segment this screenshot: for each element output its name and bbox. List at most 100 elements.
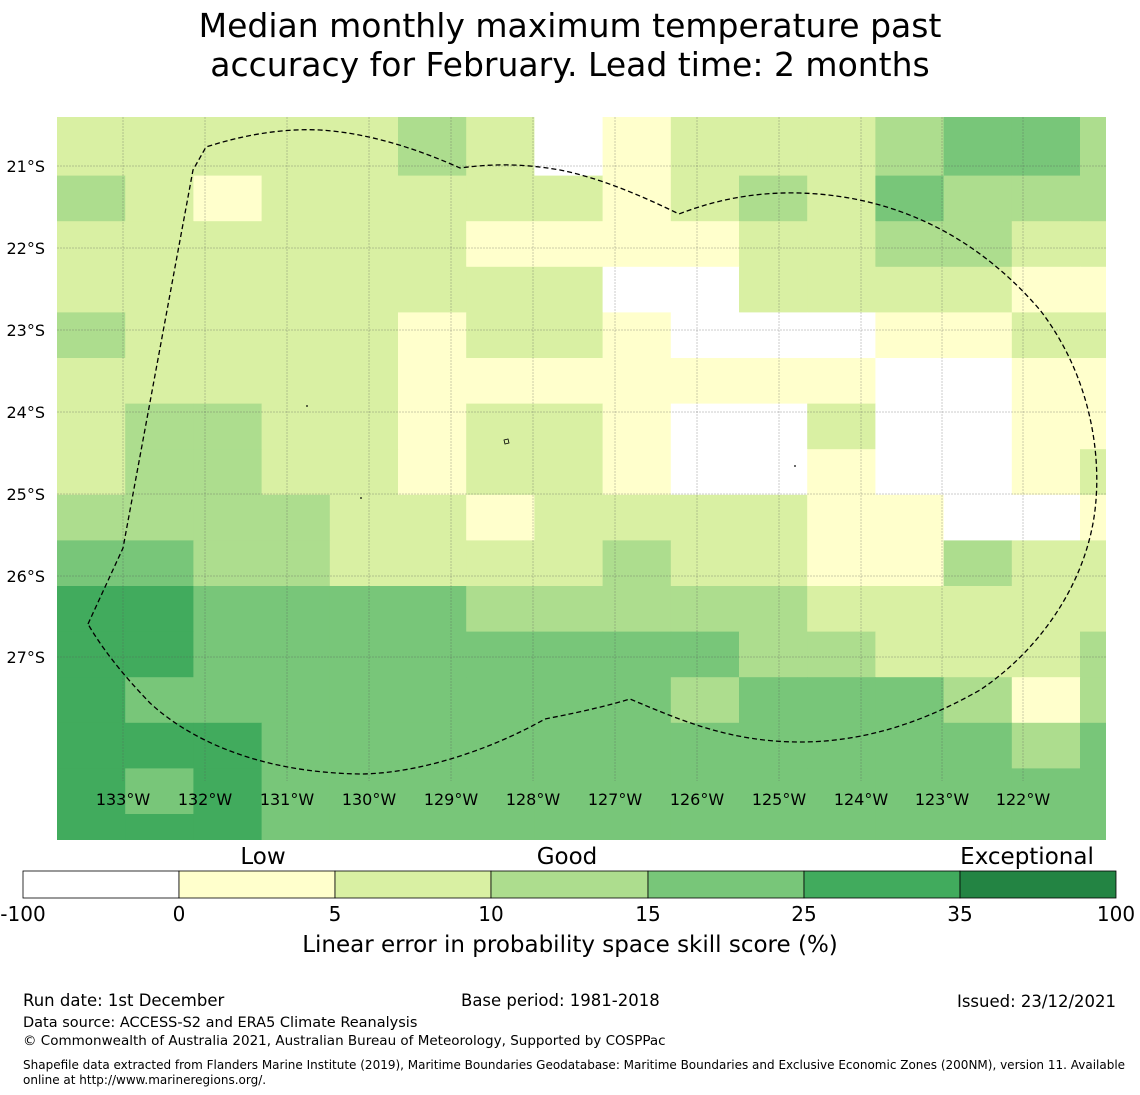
map-cell xyxy=(329,221,399,268)
map-cell xyxy=(398,175,467,222)
map-cell xyxy=(739,586,808,633)
map-cell xyxy=(57,449,126,496)
map-cell xyxy=(875,494,945,541)
latitude-label: 22°S xyxy=(6,239,45,258)
map-cell xyxy=(57,494,126,541)
map-cell xyxy=(739,403,808,450)
map-cell xyxy=(1080,586,1106,633)
map-cell xyxy=(125,540,194,587)
colorbar-swatch xyxy=(647,870,805,899)
map-cell xyxy=(807,130,876,177)
colorbar-label-low: Low xyxy=(240,844,286,870)
map-cell xyxy=(602,130,672,177)
colorbar-title: Linear error in probability space skill … xyxy=(302,932,838,958)
map-cell xyxy=(329,403,399,450)
map-cell xyxy=(670,130,740,177)
map-cell xyxy=(329,130,399,177)
map-cell xyxy=(261,403,331,450)
map-cell xyxy=(1080,130,1106,177)
map-cell xyxy=(125,814,194,840)
map-cell xyxy=(602,117,672,131)
map-cell xyxy=(670,722,740,769)
map-cell xyxy=(466,449,535,496)
map-cell xyxy=(329,117,399,131)
map-cell xyxy=(670,358,740,405)
map-cell xyxy=(602,494,672,541)
map-cell xyxy=(943,722,1013,769)
map-cell xyxy=(943,586,1013,633)
map-cell xyxy=(602,312,672,359)
map-cell xyxy=(57,814,126,840)
map-cell xyxy=(125,358,194,405)
map-cell xyxy=(534,221,604,268)
longitude-label: 132°W xyxy=(178,790,233,809)
map-cell xyxy=(329,814,399,840)
map-cell xyxy=(57,586,126,633)
copyright: © Commonwealth of Australia 2021, Austra… xyxy=(23,1033,666,1049)
map-cell xyxy=(193,117,263,131)
colorbar-swatch xyxy=(178,870,336,899)
map-cell xyxy=(807,221,876,268)
map-cell xyxy=(398,494,467,541)
map-cell xyxy=(57,677,126,724)
map-cell xyxy=(943,221,1013,268)
map-cell xyxy=(943,266,1013,313)
map-cell xyxy=(807,117,876,131)
map-cell xyxy=(739,266,808,313)
map-cell xyxy=(943,130,1013,177)
map-cell xyxy=(398,722,467,769)
map-cell xyxy=(602,814,672,840)
map-cell xyxy=(807,540,876,587)
chart-title: Median monthly maximum temperature past … xyxy=(0,6,1140,84)
map-cell xyxy=(1080,631,1106,678)
map-cell xyxy=(125,631,194,678)
map-cell xyxy=(739,768,808,815)
map-cell xyxy=(534,768,604,815)
map-cell xyxy=(329,312,399,359)
map-cell xyxy=(875,586,945,633)
colorbar-tick-label: 15 xyxy=(635,902,661,926)
map-cell xyxy=(261,117,331,131)
map-cell xyxy=(125,494,194,541)
map-cell xyxy=(57,403,126,450)
map-cell xyxy=(534,494,604,541)
map-cell xyxy=(875,358,945,405)
map-cell xyxy=(398,117,467,131)
map-cell xyxy=(1080,312,1106,359)
island-outline xyxy=(503,438,510,445)
map-cell xyxy=(807,403,876,450)
latitude-label: 27°S xyxy=(6,648,45,667)
map-cell xyxy=(466,768,535,815)
data-source: Data source: ACCESS-S2 and ERA5 Climate … xyxy=(23,1015,418,1031)
map-cell xyxy=(466,266,535,313)
map-cell xyxy=(261,312,331,359)
map-cell xyxy=(1080,494,1106,541)
map-cell xyxy=(943,175,1013,222)
colorbar-tick-label: 25 xyxy=(791,902,817,926)
map-cell xyxy=(398,266,467,313)
map-cell xyxy=(875,449,945,496)
map-cell xyxy=(602,540,672,587)
map-cell xyxy=(602,175,672,222)
map-cell xyxy=(1080,814,1106,840)
colorbar-tick-label: -100 xyxy=(0,902,46,926)
map-cell xyxy=(1080,540,1106,587)
map-gridlines xyxy=(57,117,1106,781)
map-cell xyxy=(329,631,399,678)
longitude-label: 127°W xyxy=(588,790,643,809)
map-cell xyxy=(670,540,740,587)
map-cell xyxy=(398,312,467,359)
map-cell xyxy=(329,266,399,313)
map-cell xyxy=(398,768,467,815)
longitude-label: 123°W xyxy=(915,790,970,809)
map-cell xyxy=(57,175,126,222)
map-cell xyxy=(398,814,467,840)
map-cell xyxy=(875,631,945,678)
map-cell xyxy=(466,677,535,724)
map-cell xyxy=(57,266,126,313)
map-cell xyxy=(466,631,535,678)
map-cell xyxy=(670,494,740,541)
latitude-label: 21°S xyxy=(6,157,45,176)
map-cell xyxy=(670,117,740,131)
map-cell xyxy=(670,814,740,840)
